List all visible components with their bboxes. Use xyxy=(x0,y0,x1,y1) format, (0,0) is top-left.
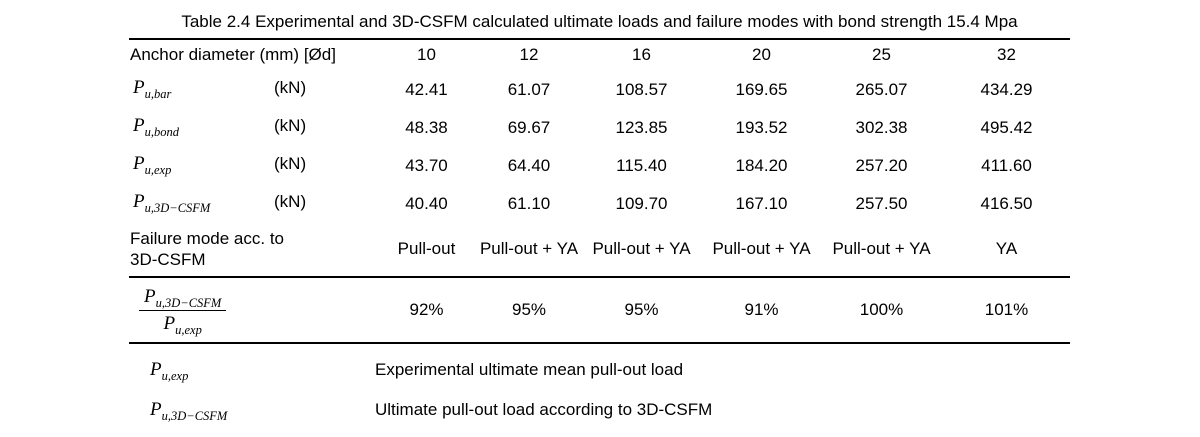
symbol-subscript: u,3D−CSFM xyxy=(155,295,222,310)
column-header-10: 10 xyxy=(417,44,436,64)
table-row-ratio: Pu,3D−CSFM Pu,exp 92% 95% 95% 91% 100% 1… xyxy=(129,278,1070,342)
row-unit: (kN) xyxy=(274,192,307,211)
header-label: Anchor diameter (mm) [Ød] xyxy=(130,44,336,64)
failure-mode-cell: Pull-out xyxy=(397,238,456,258)
table-row-failure-mode: Failure mode acc. to 3D-CSFM Pull-out Pu… xyxy=(129,221,1070,278)
footnote-description: Experimental ultimate mean pull-out load xyxy=(375,360,684,379)
value-cell: 42.41 xyxy=(405,80,448,99)
symbol-base: P xyxy=(133,153,145,174)
value-cell: 193.52 xyxy=(735,118,788,137)
failure-mode-label-line2: 3D-CSFM xyxy=(130,249,206,269)
value-cell: 61.10 xyxy=(507,194,551,213)
value-cell: 108.57 xyxy=(615,80,668,99)
footnote-description: Ultimate pull-out load according to 3D-C… xyxy=(375,400,713,419)
row-symbol: Pu,bond xyxy=(129,115,274,139)
symbol-base: P xyxy=(150,399,162,420)
row-symbol: Pu,exp xyxy=(129,153,274,177)
value-cell: 69.67 xyxy=(507,118,551,137)
failure-mode-cell: YA xyxy=(995,238,1018,258)
column-header-20: 20 xyxy=(752,44,771,64)
ratio-cell: 95% xyxy=(624,300,659,319)
symbol-base: P xyxy=(133,191,145,212)
footnote-symbol: Pu,3D−CSFM xyxy=(146,399,375,423)
footnote-symbol: Pu,exp xyxy=(146,359,375,383)
value-cell: 257.20 xyxy=(855,156,908,175)
failure-mode-cell: Pull-out + YA xyxy=(592,238,691,258)
failure-mode-cell: Pull-out + YA xyxy=(479,238,579,258)
value-cell: 115.40 xyxy=(616,156,667,175)
value-cell: 169.65 xyxy=(735,80,788,99)
footnote-pu-exp: Pu,exp Experimental ultimate mean pull-o… xyxy=(129,350,1070,390)
ratio-denominator: Pu,exp xyxy=(139,311,226,337)
symbol-subscript: u,exp xyxy=(175,322,202,337)
row-unit: (kN) xyxy=(274,116,307,135)
footnote-pu-3dcsfm: Pu,3D−CSFM Ultimate pull-out load accord… xyxy=(129,390,1070,430)
value-cell: 416.50 xyxy=(980,194,1033,213)
ratio-cell: 92% xyxy=(409,300,444,319)
value-cell: 123.85 xyxy=(615,118,668,137)
value-cell: 167.10 xyxy=(735,194,788,213)
failure-mode-cell: Pull-out + YA xyxy=(832,238,931,258)
symbol-subscript: u,exp xyxy=(144,162,172,177)
table-row-pu-exp: Pu,exp (kN) 43.70 64.40 115.40 184.20 25… xyxy=(129,145,1070,183)
symbol-base: P xyxy=(133,77,145,98)
failure-mode-label-line1: Failure mode acc. to xyxy=(130,228,285,248)
value-cell: 265.07 xyxy=(855,80,908,99)
value-cell: 184.20 xyxy=(735,156,788,175)
symbol-subscript: u,3D−CSFM xyxy=(144,200,211,215)
row-symbol: Pu,3D−CSFM xyxy=(129,191,274,215)
failure-mode-label: Failure mode acc. to 3D-CSFM xyxy=(129,228,374,270)
row-symbol: Pu,bar xyxy=(129,77,274,101)
column-header-12: 12 xyxy=(519,44,539,64)
row-unit: (kN) xyxy=(274,78,307,97)
ratio-cell: 95% xyxy=(511,300,547,319)
failure-mode-cell: Pull-out + YA xyxy=(712,238,811,258)
table-row-pu-3dcsfm: Pu,3D−CSFM (kN) 40.40 61.10 109.70 167.1… xyxy=(129,183,1070,221)
value-cell: 48.38 xyxy=(405,118,448,137)
symbol-subscript: u,3D−CSFM xyxy=(161,408,228,423)
value-cell: 61.07 xyxy=(507,80,551,99)
value-cell: 40.40 xyxy=(405,194,448,213)
ratio-numerator: Pu,3D−CSFM xyxy=(139,285,227,311)
value-cell: 302.38 xyxy=(855,118,908,137)
value-cell: 43.70 xyxy=(405,156,448,175)
symbol-base: P xyxy=(133,115,145,136)
column-header-25: 25 xyxy=(872,44,891,64)
table-row-pu-bar: Pu,bar (kN) 42.41 61.07 108.57 169.65 26… xyxy=(129,69,1070,107)
column-header-32: 32 xyxy=(997,44,1016,64)
value-cell: 257.50 xyxy=(855,194,908,213)
table-header-row: Anchor diameter (mm) [Ød] 10 12 16 20 25… xyxy=(129,40,1070,69)
table-container: Table 2.4 Experimental and 3D-CSFM calcu… xyxy=(129,0,1070,430)
ratio-fraction: Pu,3D−CSFM Pu,exp xyxy=(139,285,227,337)
symbol-base: P xyxy=(144,285,156,307)
column-header-16: 16 xyxy=(632,44,651,64)
symbol-base: P xyxy=(163,312,176,334)
ratio-cell: 101% xyxy=(984,300,1029,319)
symbol-subscript: u,bond xyxy=(144,124,179,139)
data-table: Anchor diameter (mm) [Ød] 10 12 16 20 25… xyxy=(129,38,1070,344)
value-cell: 64.40 xyxy=(507,156,551,175)
value-cell: 109.70 xyxy=(615,194,668,213)
ratio-label: Pu,3D−CSFM Pu,exp xyxy=(129,285,374,337)
value-cell: 434.29 xyxy=(980,80,1033,99)
symbol-base: P xyxy=(150,359,162,380)
table-footnotes: Pu,exp Experimental ultimate mean pull-o… xyxy=(129,350,1070,430)
table-row-pu-bond: Pu,bond (kN) 48.38 69.67 123.85 193.52 3… xyxy=(129,107,1070,145)
row-unit: (kN) xyxy=(274,154,307,173)
value-cell: 495.42 xyxy=(980,118,1033,137)
ratio-cell: 91% xyxy=(744,300,779,319)
symbol-subscript: u,exp xyxy=(161,368,189,383)
table-caption: Table 2.4 Experimental and 3D-CSFM calcu… xyxy=(181,12,1018,31)
value-cell: 411.60 xyxy=(981,156,1032,175)
ratio-cell: 100% xyxy=(859,300,904,319)
symbol-subscript: u,bar xyxy=(144,86,172,101)
